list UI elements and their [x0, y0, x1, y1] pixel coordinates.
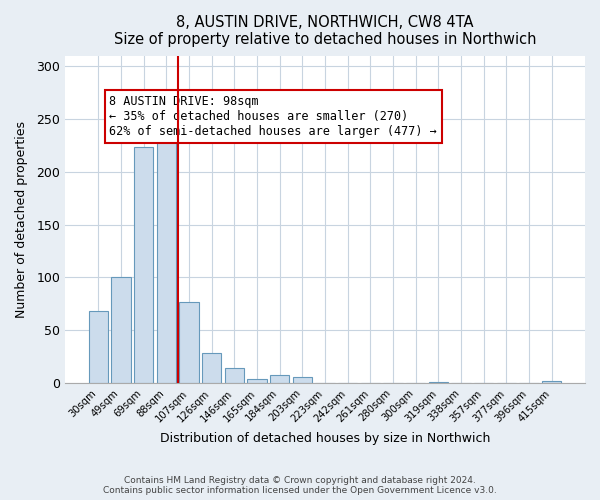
Bar — [247, 379, 266, 383]
Bar — [225, 368, 244, 383]
Text: Contains HM Land Registry data © Crown copyright and database right 2024.
Contai: Contains HM Land Registry data © Crown c… — [103, 476, 497, 495]
Bar — [429, 382, 448, 383]
Y-axis label: Number of detached properties: Number of detached properties — [15, 121, 28, 318]
Bar — [202, 352, 221, 383]
Bar — [293, 377, 312, 383]
Title: 8, AUSTIN DRIVE, NORTHWICH, CW8 4TA
Size of property relative to detached houses: 8, AUSTIN DRIVE, NORTHWICH, CW8 4TA Size… — [114, 15, 536, 48]
Bar — [89, 312, 108, 383]
Bar — [542, 381, 562, 383]
Bar — [134, 148, 154, 383]
Bar — [157, 124, 176, 383]
Text: 8 AUSTIN DRIVE: 98sqm
← 35% of detached houses are smaller (270)
62% of semi-det: 8 AUSTIN DRIVE: 98sqm ← 35% of detached … — [109, 95, 437, 138]
X-axis label: Distribution of detached houses by size in Northwich: Distribution of detached houses by size … — [160, 432, 490, 445]
Bar — [112, 278, 131, 383]
Bar — [270, 374, 289, 383]
Bar — [179, 302, 199, 383]
